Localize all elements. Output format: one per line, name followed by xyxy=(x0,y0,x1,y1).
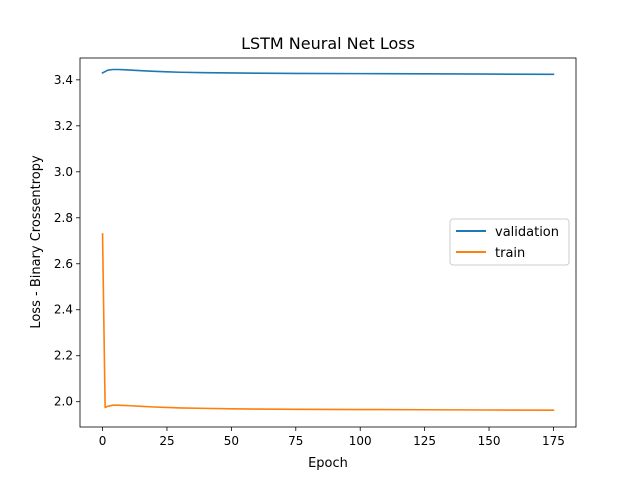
x-tick-label: 100 xyxy=(349,434,372,448)
legend-label-validation: validation xyxy=(495,225,559,240)
y-tick-label: 2.6 xyxy=(54,257,73,271)
y-tick-label: 3.2 xyxy=(54,119,73,133)
axis-ticks: 0 25 50 75 100 125 150 175 2.0 2.2 2.4 2.6 2.8 3.0 3.2… xyxy=(54,73,565,448)
series-line-validation xyxy=(101,68,555,76)
x-tick-label: 75 xyxy=(288,434,303,448)
y-axis-label: Loss - Binary Crossentropy xyxy=(29,155,44,329)
x-tick-label: 175 xyxy=(542,434,565,448)
x-tick-label: 50 xyxy=(224,434,239,448)
y-tick-label: 2.8 xyxy=(54,211,73,225)
series-lines xyxy=(101,68,555,412)
y-tick-label: 2.4 xyxy=(54,303,73,317)
x-tick-label: 125 xyxy=(413,434,436,448)
y-tick-label: 3.0 xyxy=(54,165,73,179)
series-line-train xyxy=(101,233,555,412)
y-tick-label: 2.2 xyxy=(54,349,73,363)
x-axis-label: Epoch xyxy=(308,456,348,471)
y-tick-label: 3.4 xyxy=(54,73,73,87)
chart-title: LSTM Neural Net Loss xyxy=(241,34,415,53)
legend-label-train: train xyxy=(495,246,525,261)
y-tick-label: 2.0 xyxy=(54,395,73,409)
x-tick-label: 0 xyxy=(99,434,107,448)
x-tick-label: 25 xyxy=(159,434,174,448)
x-tick-label: 150 xyxy=(478,434,501,448)
legend: validation train xyxy=(449,218,570,266)
plot-area-frame xyxy=(79,57,577,428)
